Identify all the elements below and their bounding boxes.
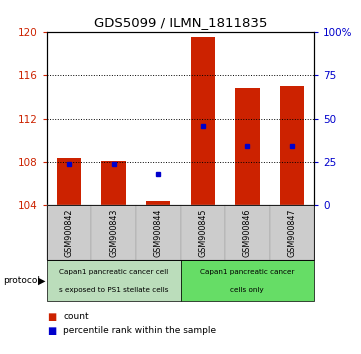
Bar [146,201,170,205]
Text: GSM900844: GSM900844 [154,209,163,257]
Bar [57,158,82,205]
Title: GDS5099 / ILMN_1811835: GDS5099 / ILMN_1811835 [94,16,267,29]
Bar [235,88,260,205]
Text: Capan1 pancreatic cancer cell: Capan1 pancreatic cancer cell [59,269,168,275]
Text: GSM900845: GSM900845 [198,209,207,257]
Bar [279,86,304,205]
Text: GSM900846: GSM900846 [243,209,252,257]
Text: GSM900847: GSM900847 [287,209,296,257]
Text: percentile rank within the sample: percentile rank within the sample [63,326,216,336]
Text: Capan1 pancreatic cancer: Capan1 pancreatic cancer [200,269,295,275]
Text: s exposed to PS1 stellate cells: s exposed to PS1 stellate cells [59,286,169,292]
Text: GSM900842: GSM900842 [65,209,74,257]
Bar [101,161,126,205]
Text: cells only: cells only [230,286,264,292]
Text: protocol: protocol [4,276,40,285]
Bar [191,37,215,205]
Text: ▶: ▶ [38,275,45,286]
Text: GSM900843: GSM900843 [109,209,118,257]
Text: ■: ■ [47,312,56,322]
Text: count: count [63,312,89,321]
Text: ■: ■ [47,326,56,336]
